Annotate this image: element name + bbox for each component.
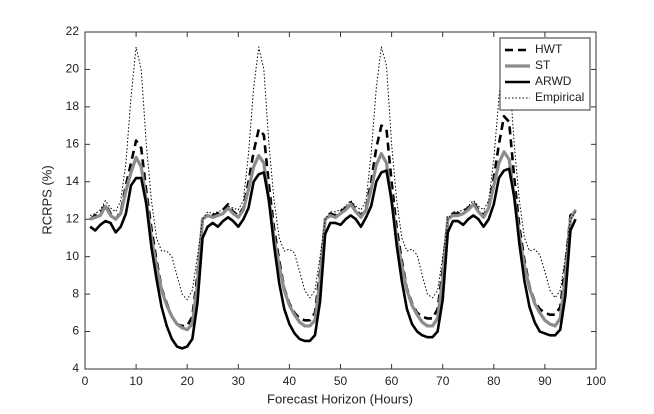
x-tick-label: 70 <box>436 374 450 388</box>
x-tick-label: 80 <box>487 374 501 388</box>
series-line <box>89 167 577 350</box>
x-tick-label: 50 <box>334 374 348 388</box>
x-tick-label: 0 <box>82 374 89 388</box>
x-axis-label: Forecast Horizon (Hours) <box>267 391 413 406</box>
y-tick-label: 16 <box>66 137 80 151</box>
legend-label: HWT <box>535 42 563 56</box>
y-tick-label: 6 <box>72 324 79 338</box>
legend-label: Empirical <box>535 90 584 104</box>
y-tick-label: 12 <box>66 211 80 225</box>
x-tick-label: 20 <box>181 374 195 388</box>
y-axis-label: RCRPS (%) <box>39 165 54 234</box>
y-tick-label: 14 <box>66 174 80 188</box>
y-tick-label: 20 <box>66 62 80 76</box>
legend-box <box>499 37 591 111</box>
x-tick-label: 100 <box>586 374 606 388</box>
x-tick-label: 40 <box>283 374 297 388</box>
x-tick-label: 30 <box>232 374 246 388</box>
x-tick-label: 60 <box>385 374 399 388</box>
y-tick-label: 10 <box>66 249 80 263</box>
y-tick-label: 4 <box>72 361 79 375</box>
x-tick-label: 10 <box>129 374 143 388</box>
legend-label: ARWD <box>535 74 572 88</box>
x-tick-label: 90 <box>538 374 552 388</box>
series-line <box>89 150 577 332</box>
y-tick-label: 8 <box>72 286 79 300</box>
y-tick-label: 22 <box>66 24 80 38</box>
legend-label: ST <box>535 58 551 72</box>
y-tick-label: 18 <box>66 99 80 113</box>
